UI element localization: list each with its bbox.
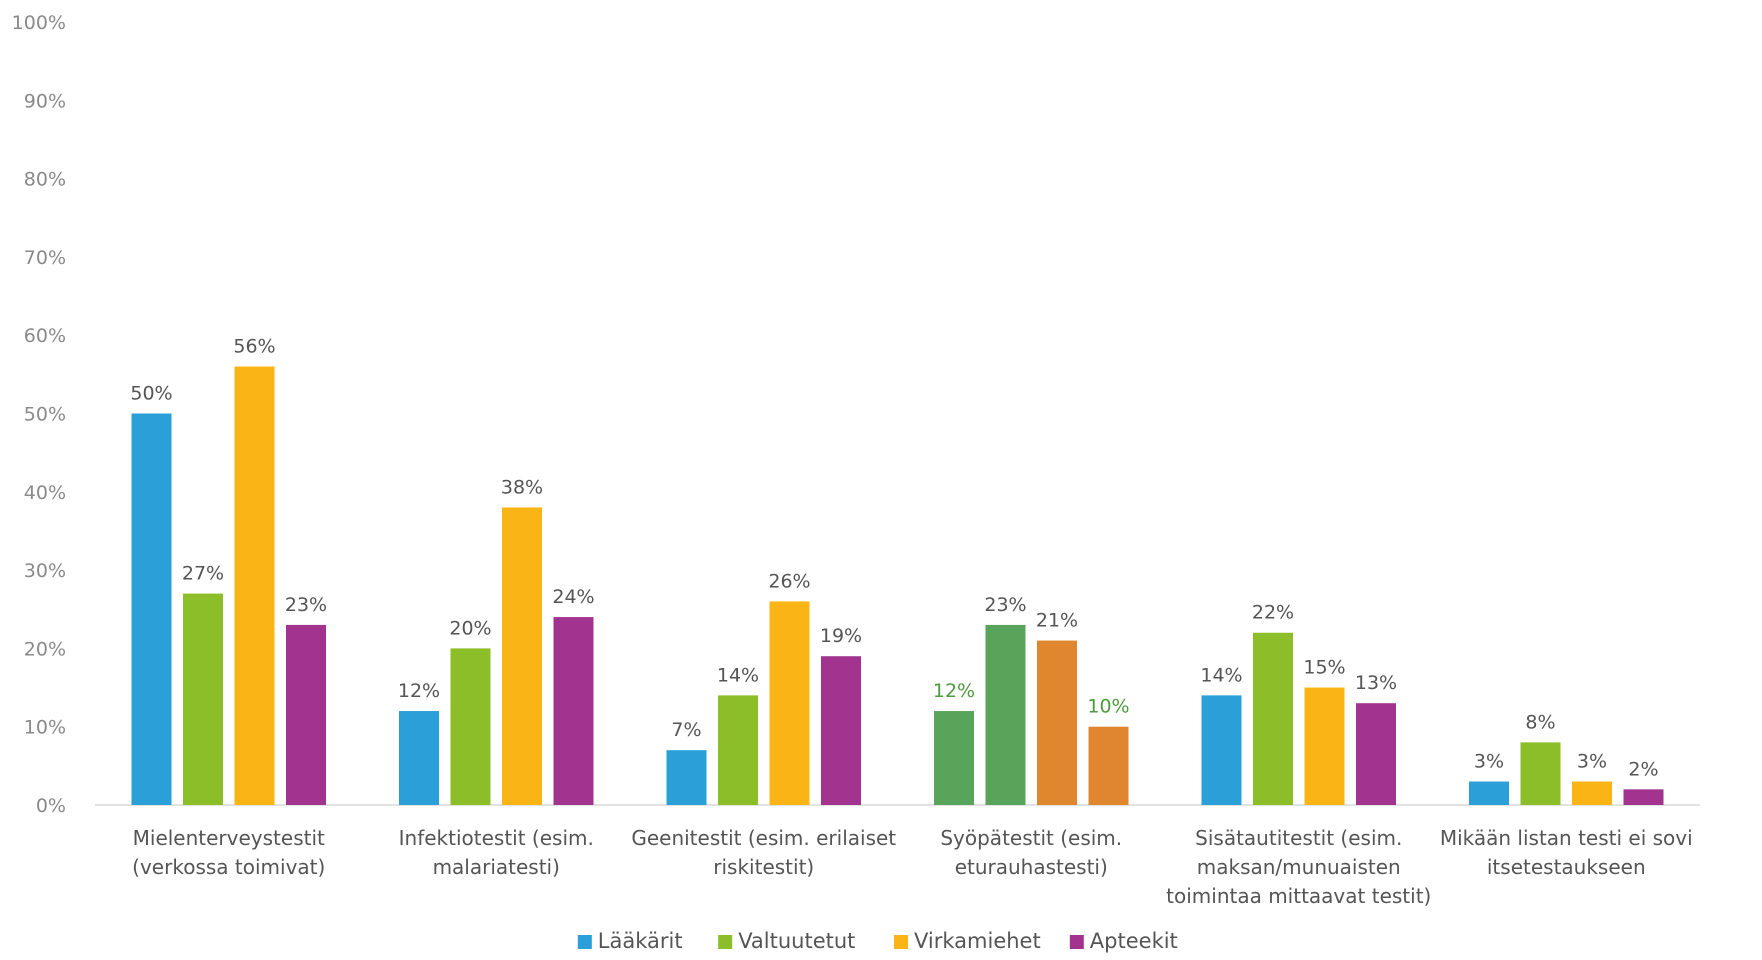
bar: [286, 624, 326, 805]
bar: [450, 648, 491, 805]
data-label: 14%: [1200, 664, 1242, 686]
bar: [821, 656, 861, 805]
bar: [1037, 640, 1077, 805]
data-label: 23%: [984, 594, 1026, 616]
x-category-label-line: Sisätautitestit (esim.: [1195, 826, 1402, 850]
bar: [131, 413, 172, 805]
x-category-label: Infektiotestit (esim. malariatesti): [399, 826, 594, 879]
data-label: 8%: [1525, 711, 1555, 733]
bar: [553, 617, 594, 805]
x-category-label-line: Mikään listan testi ei sovi: [1440, 826, 1693, 850]
data-label: 15%: [1303, 657, 1345, 679]
y-tick-label: 10%: [24, 717, 66, 739]
x-category-label-line: eturauhastesti): [955, 855, 1108, 879]
data-label: 20%: [449, 617, 491, 639]
x-category-label-line: malariatesti): [433, 855, 560, 879]
data-label: 24%: [552, 586, 594, 608]
data-label: 21%: [1036, 610, 1078, 632]
bar: [1356, 703, 1396, 805]
bar: [1304, 687, 1345, 805]
y-tick-label: 30%: [24, 560, 66, 582]
data-label: 26%: [768, 570, 810, 592]
data-label: 22%: [1252, 602, 1294, 624]
bar: [769, 601, 810, 805]
bar: [399, 711, 439, 805]
y-tick-label: 50%: [24, 404, 66, 426]
y-tick-label: 80%: [24, 169, 66, 191]
data-label: 12%: [933, 680, 975, 702]
legend-label: Apteekit: [1090, 929, 1178, 953]
x-category-label-line: Syöpätestit (esim.: [940, 826, 1122, 850]
bar: [183, 593, 223, 805]
data-label: 14%: [717, 664, 759, 686]
legend-swatch: [718, 935, 733, 949]
y-axis: 0% 10% 20% 30% 40% 50% 60% 70% 80% 90% 100%: [12, 12, 66, 817]
data-label: 19%: [820, 625, 862, 647]
bars: [131, 366, 1664, 805]
x-category-label-line: (verkossa toimivat): [132, 855, 325, 879]
x-category-label: Syöpätestit (esim. eturauhastesti): [940, 826, 1122, 879]
bar: [1520, 742, 1561, 805]
y-tick-label: 0%: [36, 795, 66, 817]
x-category-label-line: Geenitestit (esim. erilaiset: [631, 826, 896, 850]
y-tick-label: 40%: [24, 482, 66, 504]
x-category-label-line: Infektiotestit (esim.: [399, 826, 594, 850]
bar: [985, 624, 1026, 805]
x-axis-categories: Mielenterveystestit (verkossa toimivat) In…: [132, 826, 1692, 908]
x-category-label: Sisätautitestit (esim. maksan/munuaisten t…: [1166, 826, 1431, 908]
bar: [1088, 726, 1129, 805]
bar: [1572, 781, 1612, 805]
x-category-label-line: Mielenterveystestit: [133, 826, 325, 850]
data-label: 38%: [501, 476, 543, 498]
y-tick-label: 70%: [24, 247, 66, 269]
x-category-label: Geenitestit (esim. erilaiset riskitestit): [631, 826, 896, 879]
bar: [1623, 789, 1664, 805]
x-category-label-line: maksan/munuaisten: [1197, 855, 1401, 879]
legend-swatch: [577, 935, 592, 949]
data-label: 27%: [182, 563, 224, 585]
legend-swatch: [894, 935, 908, 949]
data-label: 3%: [1474, 751, 1504, 773]
legend: Lääkärit Valtuutetut Virkamiehet Apteekit: [577, 929, 1178, 953]
y-tick-label: 60%: [24, 325, 66, 347]
x-category-label-line: itsetestaukseen: [1487, 855, 1646, 879]
data-label: 2%: [1628, 758, 1658, 780]
x-category-label-line: toimintaa mittaavat testit): [1166, 884, 1431, 908]
bar: [1469, 781, 1509, 805]
bar: [234, 366, 275, 805]
data-label: 56%: [233, 336, 275, 358]
legend-label: Valtuutetut: [738, 929, 855, 953]
bar: [502, 507, 542, 805]
data-label: 10%: [1087, 696, 1129, 718]
x-category-label: Mielenterveystestit (verkossa toimivat): [132, 826, 325, 879]
data-label: 7%: [671, 719, 701, 741]
y-tick-label: 20%: [24, 638, 66, 660]
data-label: 3%: [1577, 751, 1607, 773]
bar: [934, 711, 974, 805]
legend-swatch: [1069, 935, 1084, 949]
data-label: 13%: [1355, 672, 1397, 694]
value-labels: 50% 27% 56% 23% 12% 20% 38% 24% 7% 14% 26% 19% 12% 23…: [130, 336, 1658, 781]
x-category-label: Mikään listan testi ei sovi itsetestaukse…: [1440, 826, 1693, 879]
bar: [1201, 695, 1242, 805]
data-label: 12%: [398, 680, 440, 702]
data-label: 23%: [285, 594, 327, 616]
y-tick-label: 100%: [12, 12, 66, 34]
x-category-label-line: riskitestit): [713, 855, 814, 879]
legend-label: Lääkärit: [598, 929, 683, 953]
legend-label: Virkamiehet: [914, 929, 1041, 953]
bar: [1253, 632, 1293, 805]
data-label: 50%: [130, 383, 172, 405]
bar: [666, 750, 707, 805]
y-tick-label: 90%: [24, 90, 66, 112]
bar: [718, 695, 758, 805]
